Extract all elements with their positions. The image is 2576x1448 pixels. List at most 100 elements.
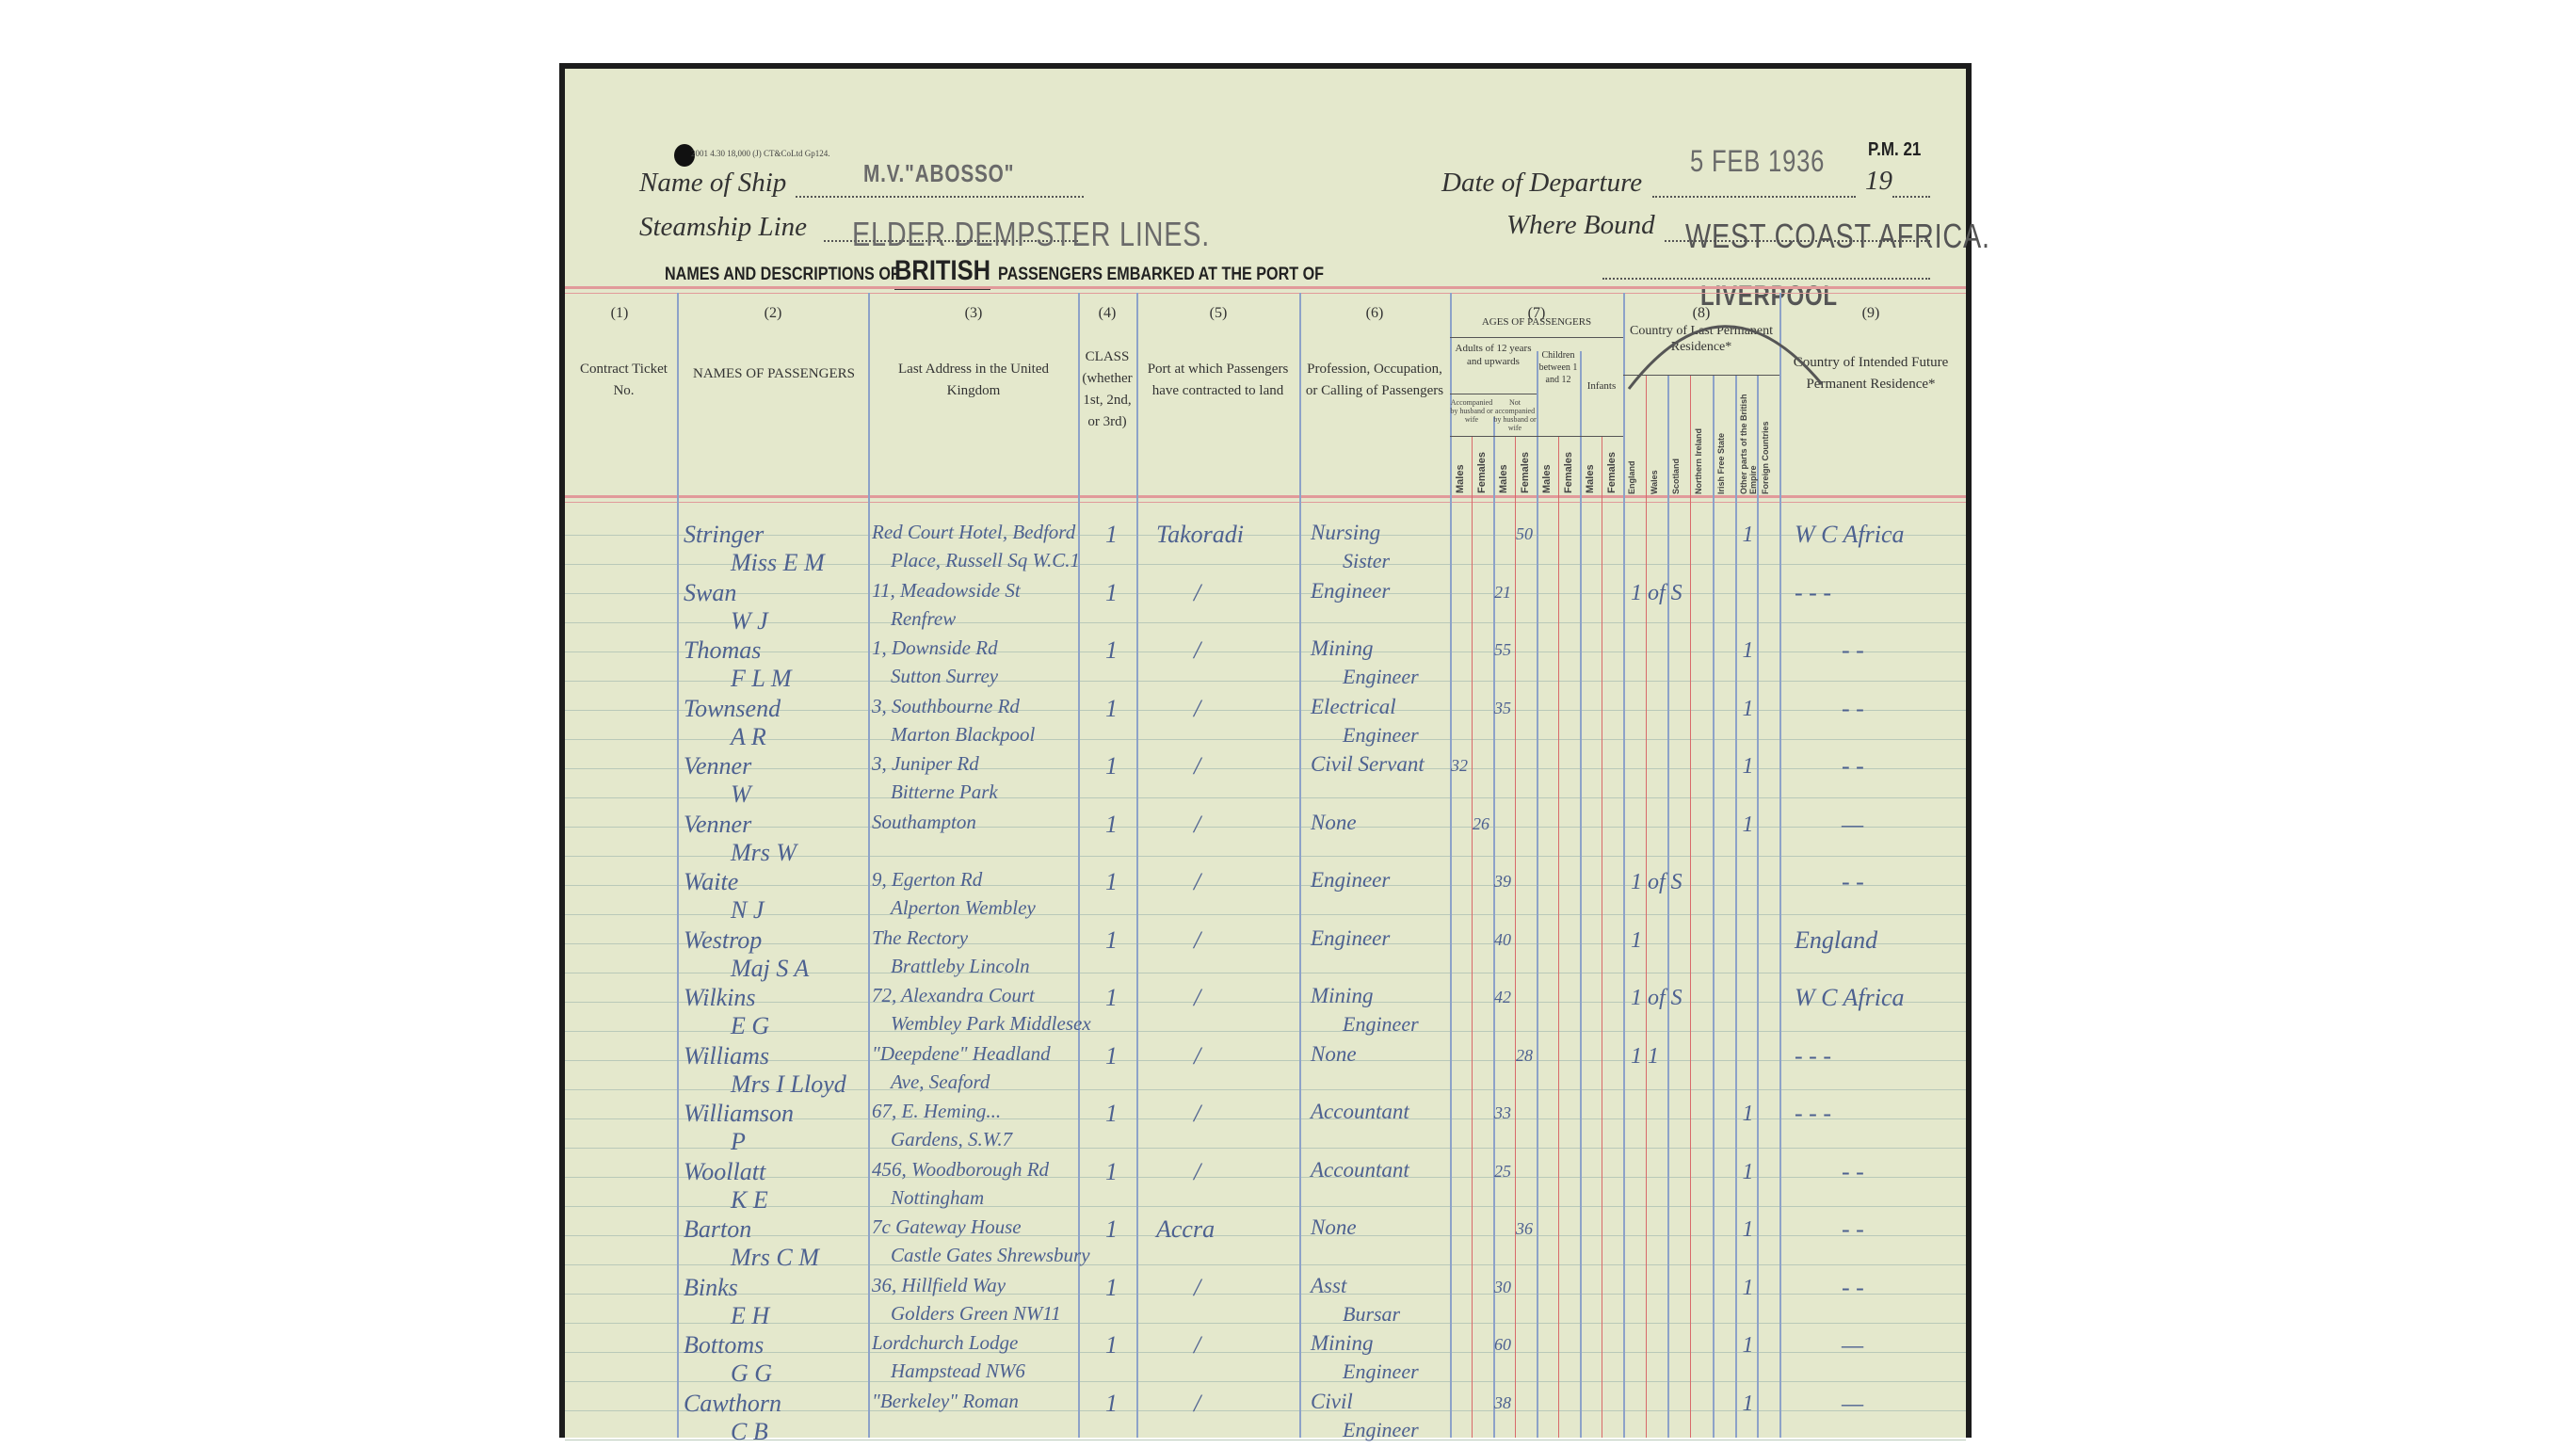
header-rule-bottom [565, 495, 1966, 498]
profession: Engineer [1311, 925, 1391, 950]
last-residence-mark: 1 1 [1631, 1043, 1659, 1069]
intended-residence: — [1842, 810, 1864, 838]
passenger-given-names: C B [731, 1417, 768, 1445]
title-british: BRITISH [894, 255, 990, 290]
landing-port: / [1194, 868, 1201, 895]
passenger-row: Swan W J 11, Meadowside St Renfrew 1 / Enginee… [565, 579, 1966, 637]
address-line-1: 67, E. Heming... [872, 1100, 1002, 1122]
address-line-1: 3, Juniper Rd [872, 752, 979, 775]
accompaniment-header: Accompanied by husband or wife [1450, 398, 1493, 424]
passenger-surname: Wilkins [684, 984, 756, 1011]
ruled-line [565, 1381, 1966, 1382]
year-line [1892, 196, 1930, 198]
steamship-line-stamp: ELDER DEMPSTER LINES. [852, 215, 1211, 253]
last-residence-mark: 1 [1742, 1333, 1754, 1358]
ruled-line [565, 1089, 1966, 1090]
ruled-line [565, 1060, 1966, 1061]
passenger-class: 1 [1105, 1331, 1118, 1359]
header-rule-top [565, 286, 1966, 289]
ruled-line [565, 1031, 1966, 1032]
address-line-2: Ave, Seaford [891, 1070, 990, 1093]
passenger-surname: Venner [684, 810, 752, 838]
passenger-surname: Stringer [684, 521, 765, 548]
last-residence-mark: 1 [1742, 696, 1754, 721]
country-subcolumn-divider [1734, 375, 1737, 1438]
age-subcolumn-divider [1493, 417, 1495, 1438]
address-line-2: Place, Russell Sq W.C.1 [891, 549, 1081, 571]
passenger-class: 1 [1105, 1273, 1118, 1301]
sex-header: Males [1498, 464, 1509, 493]
profession-line-2: Engineer [1343, 665, 1419, 688]
profession: Mining [1311, 636, 1374, 660]
landing-port: / [1194, 1273, 1201, 1301]
age-subcolumn-divider [1537, 351, 1538, 1438]
last-residence-mark: 1 [1742, 1102, 1754, 1126]
sex-header: Males [1455, 464, 1466, 493]
where-bound-line [1665, 240, 1930, 242]
passenger-surname: Bottoms [684, 1331, 765, 1359]
landing-port: / [1194, 925, 1201, 954]
last-residence-mark: 1 [1742, 638, 1754, 663]
profession: Engineer [1311, 868, 1391, 892]
passenger-age: 36 [1516, 1219, 1533, 1238]
ruled-line [565, 1235, 1966, 1236]
landing-port: / [1194, 1331, 1201, 1359]
last-residence-mark: 1 of S [1631, 870, 1682, 894]
passenger-class: 1 [1105, 1215, 1118, 1243]
passenger-surname: Swan [684, 578, 737, 606]
country-subcolumn-divider [1645, 375, 1647, 1438]
passenger-given-names: N J [731, 896, 765, 924]
age-group-rule [1450, 337, 1623, 338]
passenger-age: 38 [1494, 1392, 1511, 1412]
passenger-age: 33 [1494, 1103, 1511, 1122]
address-line-1: Southampton [872, 810, 976, 833]
intended-residence: - - [1842, 694, 1864, 722]
passenger-given-names: Miss E M [731, 549, 825, 576]
ruled-line [565, 914, 1966, 915]
landing-port: / [1194, 1100, 1201, 1127]
address-line-2: Golders Green NW11 [891, 1301, 1061, 1325]
address-line-1: 1, Downside Rd [872, 636, 998, 659]
last-residence-mark: 1 [1742, 1391, 1754, 1416]
form-number: P.M. 21 [1868, 139, 1922, 160]
ruled-line [565, 1002, 1966, 1003]
profession: Mining [1311, 1331, 1374, 1355]
passenger-age: 30 [1494, 1277, 1511, 1296]
address-line-1: 9, Egerton Rd [872, 868, 983, 891]
address-line-2: Castle Gates Shrewsbury [891, 1244, 1090, 1266]
passenger-row: Barton Mrs C M 7c Gateway House Castle Gate… [565, 1215, 1966, 1274]
ruled-line [565, 622, 1966, 623]
passenger-class: 1 [1105, 1041, 1118, 1070]
passenger-age: 60 [1494, 1335, 1511, 1354]
passenger-row: Venner Mrs W Southampton 1 / None 26 1 — [565, 811, 1966, 869]
profession-line-2: Engineer [1343, 1360, 1419, 1383]
landing-port: Accra [1156, 1215, 1216, 1243]
last-residence-mark: 1 of S [1631, 580, 1682, 605]
ruled-line [565, 1294, 1966, 1295]
address-line-2: Marton Blackpool [891, 722, 1036, 746]
passenger-given-names: E H [731, 1301, 770, 1329]
ruled-line [565, 885, 1966, 886]
ruled-line [565, 739, 1966, 740]
ruled-line [565, 1410, 1966, 1411]
landing-port: / [1194, 636, 1201, 664]
ruled-line [565, 943, 1966, 944]
profession: Accountant [1311, 1157, 1409, 1182]
ruled-line [565, 856, 1966, 857]
country-subcolumn-divider [1667, 375, 1670, 1438]
passenger-row: Westrop Maj S A The Rectory Brattleby Linco… [565, 926, 1966, 985]
punch-hole [674, 144, 695, 167]
country-subcolumn-divider [1690, 375, 1692, 1438]
last-residence-mark: 1 of S [1631, 986, 1682, 1010]
intended-residence: W C Africa [1795, 984, 1905, 1011]
intended-residence: - - [1842, 1215, 1864, 1243]
column-number: (3) [964, 305, 983, 321]
passenger-age: 25 [1494, 1161, 1511, 1181]
accompaniment-header: Not accompanied by husband or wife [1493, 398, 1537, 432]
age-sex-rule [1450, 436, 1623, 437]
profession: None [1311, 1215, 1357, 1239]
ruled-line [565, 1177, 1966, 1178]
column-number: (7) [1527, 305, 1546, 321]
country-subcolumn-divider [1712, 375, 1715, 1438]
profession-line-2: Engineer [1343, 722, 1419, 747]
